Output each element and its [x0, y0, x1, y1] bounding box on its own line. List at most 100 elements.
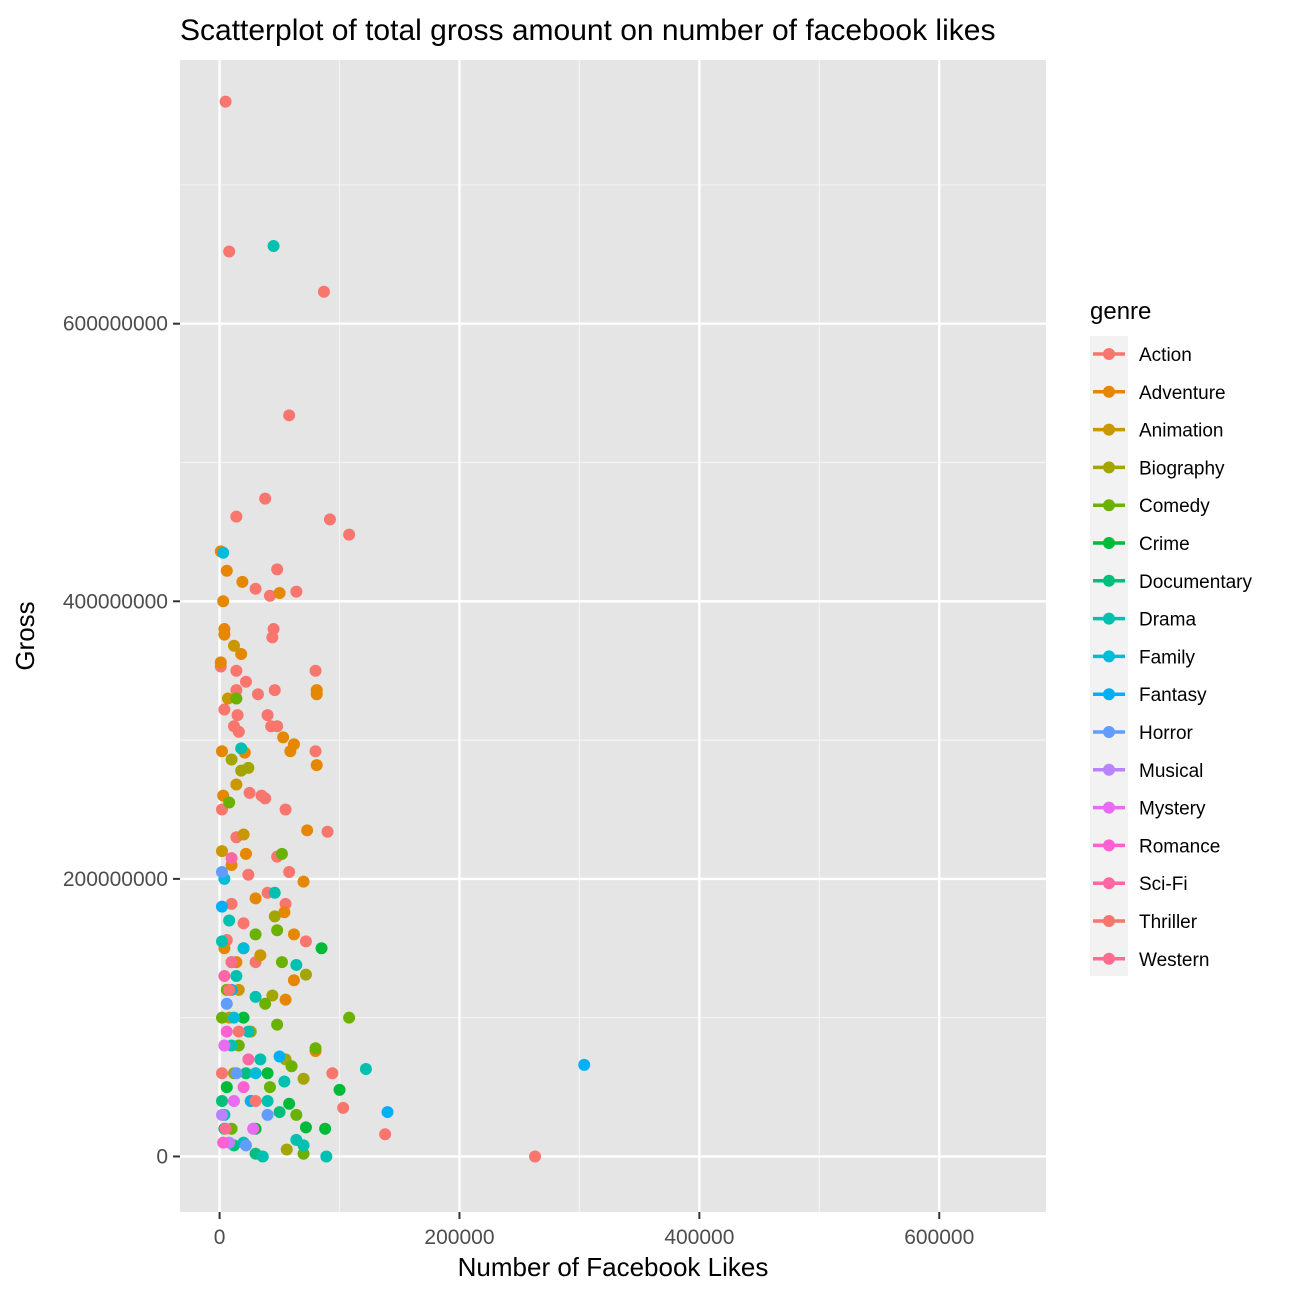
data-point — [315, 942, 328, 955]
data-point — [337, 1101, 350, 1114]
series-western — [219, 956, 238, 1135]
data-point — [283, 409, 296, 422]
data-points — [214, 95, 591, 1163]
legend-label: Romance — [1139, 836, 1220, 857]
data-point — [239, 847, 252, 860]
data-point — [223, 914, 236, 927]
data-point — [215, 1108, 228, 1121]
data-point — [215, 900, 228, 913]
plot-panel — [180, 60, 1046, 1212]
data-point — [268, 684, 281, 697]
legend-label: Sci-Fi — [1139, 874, 1188, 895]
data-point — [232, 1025, 245, 1038]
data-point — [251, 688, 264, 701]
data-point — [310, 759, 323, 772]
legend-marker — [1103, 574, 1115, 587]
data-point — [239, 1139, 252, 1152]
legend-label: Comedy — [1139, 496, 1210, 517]
series-romance — [217, 1025, 250, 1149]
data-point — [225, 897, 238, 910]
data-point — [254, 1053, 267, 1066]
series-horror — [215, 865, 274, 1152]
data-point — [218, 1039, 231, 1052]
data-point — [343, 1011, 356, 1024]
data-point — [220, 564, 233, 577]
data-point — [333, 1083, 346, 1096]
data-point — [343, 528, 356, 541]
data-point — [231, 709, 244, 722]
data-point — [275, 956, 288, 969]
data-point — [259, 997, 272, 1010]
y-tick-label: 400000000 — [63, 590, 168, 613]
legend-marker — [1103, 650, 1115, 663]
series-documentary — [215, 1067, 286, 1160]
data-point — [215, 745, 228, 758]
data-point — [268, 910, 281, 923]
y-tick-label: 0 — [156, 1145, 168, 1168]
data-point — [237, 828, 250, 841]
legend-marker — [1103, 537, 1115, 549]
legend-marker — [1103, 763, 1115, 776]
data-point — [290, 958, 303, 971]
legend-marker — [1103, 348, 1115, 360]
data-point — [230, 778, 243, 791]
legend-item-family: Family — [1093, 647, 1195, 668]
y-axis-title: Gross — [10, 601, 40, 670]
data-point — [220, 1081, 233, 1094]
data-point — [249, 990, 262, 1003]
data-point — [243, 786, 256, 799]
data-point — [237, 1011, 250, 1024]
data-point — [266, 989, 279, 1002]
y-tick-label: 600000000 — [63, 313, 168, 336]
data-point — [310, 688, 323, 701]
data-point — [320, 1150, 333, 1163]
legend-marker — [1103, 385, 1115, 398]
data-point — [256, 1150, 269, 1163]
data-point — [278, 906, 291, 919]
legend-marker — [1103, 423, 1115, 436]
data-point — [219, 95, 232, 108]
data-point — [249, 1067, 262, 1080]
minor-gridlines — [180, 60, 1046, 1212]
legend-label: Action — [1139, 345, 1192, 366]
data-point — [242, 761, 255, 774]
data-point — [225, 753, 238, 766]
data-point — [263, 589, 276, 602]
data-point — [230, 970, 243, 983]
data-point — [232, 725, 245, 738]
data-point — [261, 709, 274, 722]
data-point — [225, 852, 238, 865]
data-point — [239, 675, 252, 688]
data-point — [273, 1050, 286, 1063]
data-point — [267, 239, 280, 252]
legend-label: Horror — [1139, 723, 1194, 744]
legend-label: Adventure — [1139, 383, 1226, 404]
data-point — [275, 847, 288, 860]
data-point — [283, 1097, 296, 1110]
legend-label: Animation — [1139, 421, 1224, 442]
series-thriller — [215, 983, 262, 1107]
legend-marker — [1103, 839, 1115, 852]
x-tick-label: 600000 — [904, 1226, 974, 1249]
legend-marker — [1103, 726, 1115, 738]
data-point — [242, 868, 255, 881]
data-point — [287, 974, 300, 987]
data-point — [273, 586, 286, 599]
legend-marker — [1103, 915, 1115, 927]
data-point — [280, 1143, 293, 1156]
data-point — [301, 824, 314, 837]
x-tick-label: 0 — [214, 1226, 226, 1249]
data-point — [309, 1042, 322, 1055]
data-point — [249, 1094, 262, 1107]
legend-label: Fantasy — [1139, 685, 1207, 706]
data-point — [223, 983, 236, 996]
data-point — [227, 1094, 240, 1107]
legend-label: Mystery — [1139, 799, 1206, 820]
legend-label: Drama — [1139, 610, 1196, 631]
legend-item-musical: Musical — [1093, 761, 1203, 782]
data-point — [237, 917, 250, 930]
legend-marker — [1103, 499, 1115, 512]
data-point — [214, 656, 227, 669]
data-point — [217, 1136, 230, 1149]
data-point — [223, 796, 236, 809]
